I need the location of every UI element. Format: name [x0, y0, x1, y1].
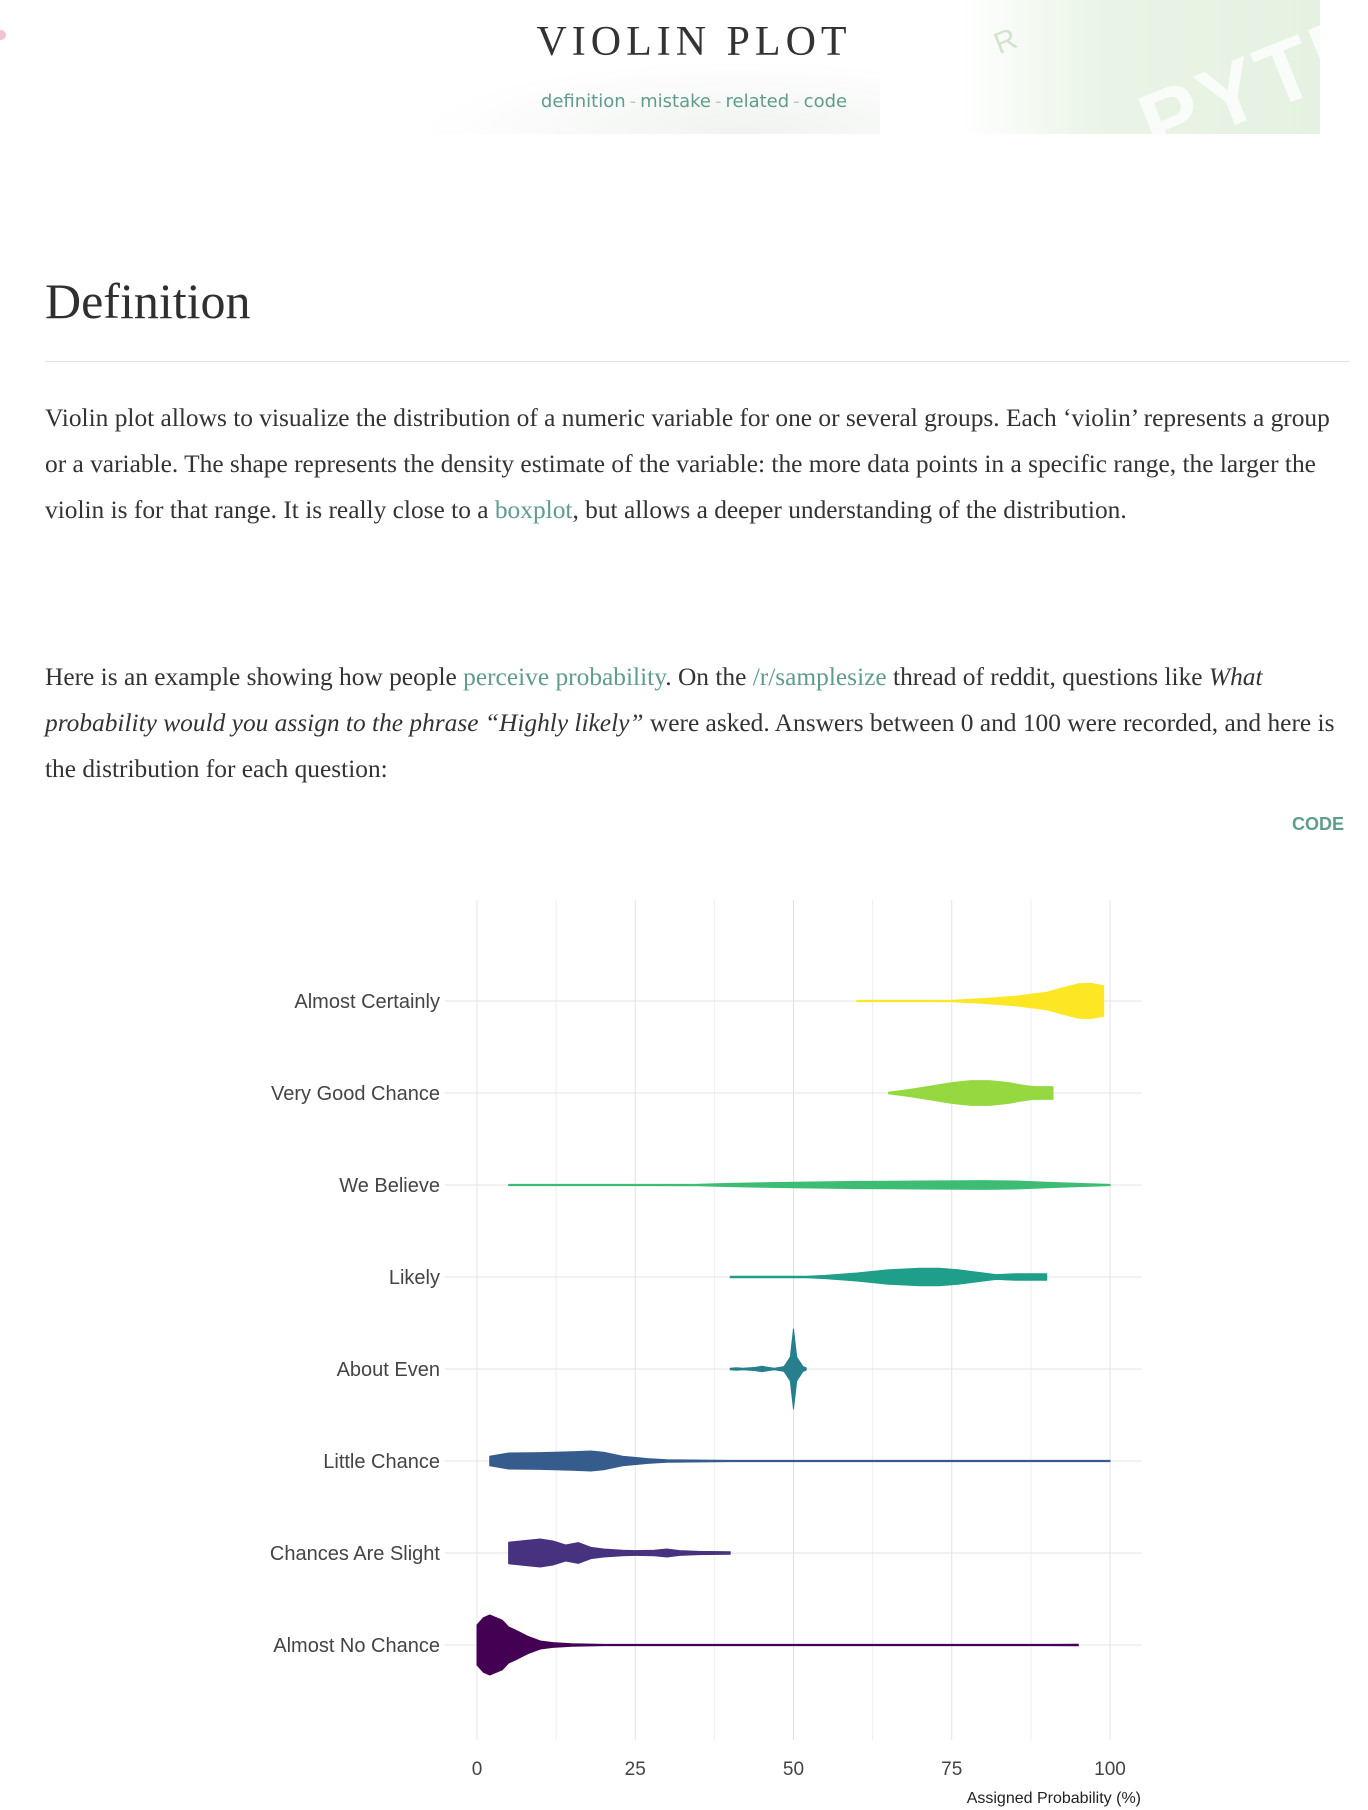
category-label: Chances Are Slight [270, 1543, 441, 1565]
violin-likely [729, 1267, 1048, 1287]
example-question: What probability would you assign to the… [45, 663, 1263, 737]
violin-chart: Almost Certainly Very Good Chance We Belie… [270, 900, 1142, 1807]
section-heading-definition: Definition [45, 273, 251, 329]
x-tick-label: 25 [625, 1759, 646, 1780]
violin-about-even [729, 1328, 807, 1410]
definition-paragraph: Violin plot allows to visualize the dist… [45, 395, 1355, 533]
category-label: Little Chance [323, 1451, 440, 1473]
nav-link-related[interactable]: related [725, 91, 790, 112]
samplesize-link[interactable]: /r/samplesize [752, 663, 887, 691]
violin-very-good-chance [888, 1080, 1054, 1106]
category-label: About Even [337, 1359, 440, 1381]
x-axis-label: Assigned Probability (%) [967, 1790, 1141, 1807]
category-label: We Believe [339, 1175, 440, 1197]
nav-link-mistake[interactable]: mistake [640, 91, 711, 112]
x-tick-label: 100 [1094, 1759, 1126, 1780]
decorative-dot [0, 30, 6, 40]
category-label: Almost Certainly [294, 991, 440, 1013]
violin-we-believe [508, 1180, 1111, 1190]
perceive-probability-link[interactable]: perceive probability [463, 663, 666, 691]
paragraph-text: . On the [665, 663, 753, 691]
banner-background [960, 0, 1320, 134]
paragraph-text: , but allows a deeper understanding of t… [572, 496, 1127, 524]
nav-separator: - [793, 91, 800, 112]
nav-link-code[interactable]: code [803, 91, 848, 112]
violin-almost-no-chance [476, 1614, 1079, 1676]
category-label: Very Good Chance [271, 1083, 440, 1105]
paragraph-text: thread of reddit, questions like [886, 663, 1209, 691]
nav-separator: - [629, 91, 637, 112]
x-tick-label: 75 [941, 1759, 962, 1780]
nav-link-definition[interactable]: definition [540, 91, 626, 112]
violin-chances-are-slight [508, 1538, 731, 1568]
section-nav: definition - mistake - related - code [0, 91, 1368, 112]
paragraph-text: were asked. Answers between 0 and 100 we… [45, 709, 1335, 783]
violin-almost-certainly [856, 982, 1105, 1020]
x-tick-label: 0 [472, 1759, 483, 1780]
violin-little-chance [489, 1450, 1111, 1472]
page-title: VIOLIN PLOT [536, 19, 852, 65]
header-banner: PYTHON R [0, 0, 1368, 134]
category-label: Likely [389, 1267, 440, 1289]
section-divider [45, 361, 1350, 362]
banner-shade [420, 60, 880, 134]
paragraph-text: Here is an example showing how people [45, 663, 464, 691]
example-paragraph: Here is an example showing how people pe… [45, 654, 1355, 792]
paragraph-text: Violin plot allows to visualize the dist… [45, 404, 1330, 524]
boxplot-link[interactable]: boxplot [494, 496, 573, 524]
code-button[interactable]: CODE [1292, 814, 1345, 834]
x-tick-label: 50 [783, 1759, 804, 1780]
category-label: Almost No Chance [273, 1635, 440, 1657]
nav-separator: - [715, 91, 722, 112]
